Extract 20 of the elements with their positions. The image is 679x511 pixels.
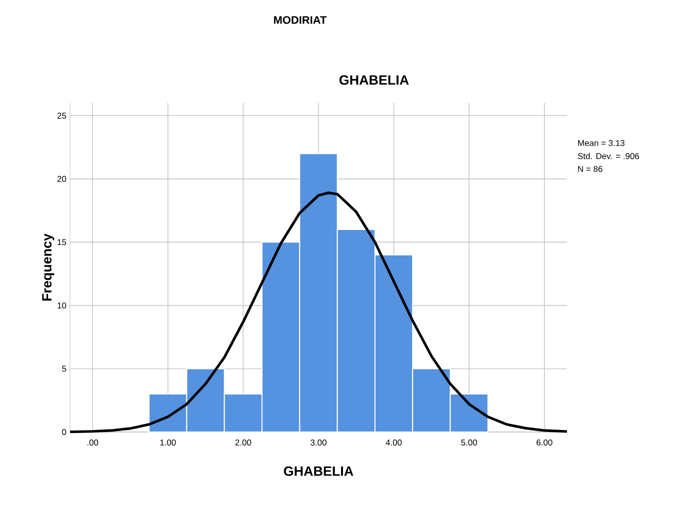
x-tick-label: 2.00 — [235, 440, 252, 446]
x-tick-label: .00 — [87, 440, 98, 446]
x-tick-label: 1.00 — [160, 440, 176, 446]
x-tick-label: 5.00 — [461, 440, 478, 446]
text: N = 86 — [578, 166, 602, 172]
chart-subtitle: GHABELIA — [339, 75, 409, 85]
y-tick-label: 25 — [57, 112, 66, 119]
y-tick-label: 20 — [57, 176, 66, 182]
y-tick-label: 15 — [58, 239, 66, 246]
x-axis-title: GHABELIA — [284, 466, 354, 476]
text: Std. Dev. = .906 — [578, 152, 640, 160]
chart-title: MODIRIAT — [274, 16, 327, 24]
text: Mean = 3.13 — [578, 140, 624, 146]
y-tick-label: 5 — [62, 366, 66, 372]
y-tick-label: 0 — [62, 429, 66, 435]
y-axis-title: Frequency — [42, 234, 54, 301]
x-tick-label: 6.00 — [536, 440, 552, 446]
x-tick-label: 3.00 — [310, 440, 326, 446]
x-tick-label: 4.00 — [386, 440, 402, 446]
y-tick-label: 10 — [58, 302, 66, 308]
